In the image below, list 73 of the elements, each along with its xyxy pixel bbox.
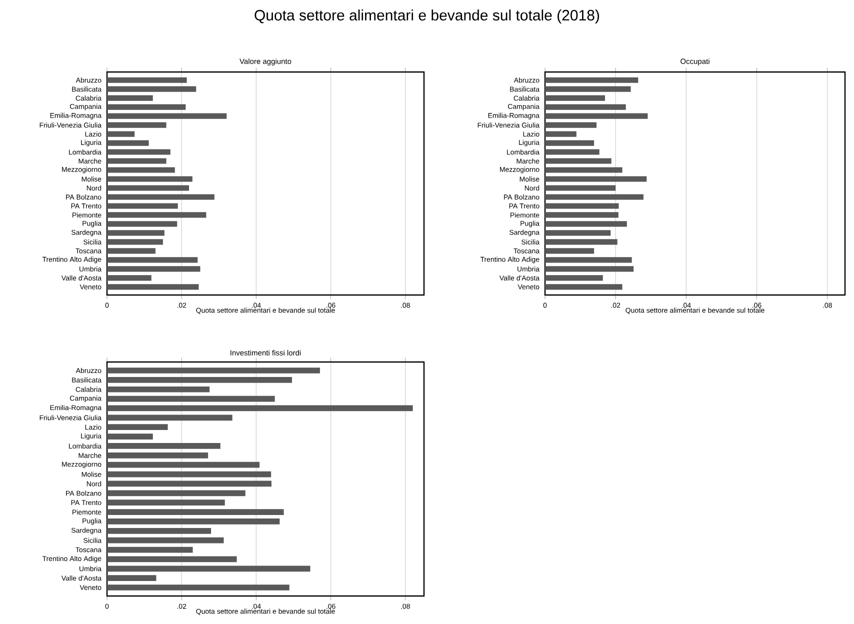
bar [107,471,272,478]
bar [107,185,190,191]
bar [107,257,198,263]
bar [107,266,200,272]
bar [107,77,187,83]
bar [545,167,622,173]
bar [107,86,196,92]
bar [107,122,166,128]
bar [107,284,199,290]
bar [545,239,618,245]
bar [545,248,594,254]
bar [545,266,634,272]
bar [545,257,632,263]
bar [545,185,616,191]
bar [107,452,208,458]
bar [107,405,413,412]
bar [107,131,135,137]
bar [107,203,178,209]
bar [107,95,153,101]
bar [107,537,224,544]
bar [545,194,644,200]
bar [107,424,168,430]
bar [545,113,648,119]
bar [107,396,275,402]
bar [107,509,284,515]
bar [107,443,220,449]
bar [107,149,170,155]
bar [107,566,310,572]
bar [107,158,166,164]
bar [545,95,606,101]
bar [107,386,210,392]
bar [107,490,246,496]
bar [107,194,214,200]
bar [107,500,225,506]
bar [107,104,186,110]
bar [545,158,612,164]
bar [545,203,619,209]
bar [107,275,152,281]
bar [107,221,178,227]
bar [545,221,627,227]
bar [107,212,206,218]
bar [545,284,622,290]
bar [107,167,175,173]
bar [545,230,611,236]
bar [107,556,237,562]
bar [107,434,153,440]
bar [107,140,149,146]
bar [545,275,603,281]
bar [107,462,260,468]
bar [545,104,626,110]
bar [107,368,320,374]
bar [545,77,638,83]
bar [107,414,232,421]
bar [107,230,164,236]
bar [107,528,212,534]
bar [107,377,292,383]
bar [545,212,618,218]
bar [545,140,594,146]
bar [545,149,600,155]
bar [107,480,272,487]
bar [107,584,290,590]
bar [107,248,156,254]
bar [107,546,193,553]
bar [107,176,192,182]
bar [545,176,647,182]
bar [107,239,163,245]
bar [107,575,156,581]
bar [107,113,227,119]
bar [545,122,597,128]
bar [107,518,280,524]
chart-title: Quota settore alimentari e bevande sul totale (2018) [254,10,600,24]
bar [545,86,631,92]
bar [545,131,576,137]
